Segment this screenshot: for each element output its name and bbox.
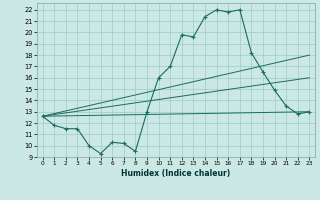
X-axis label: Humidex (Indice chaleur): Humidex (Indice chaleur) — [121, 169, 231, 178]
